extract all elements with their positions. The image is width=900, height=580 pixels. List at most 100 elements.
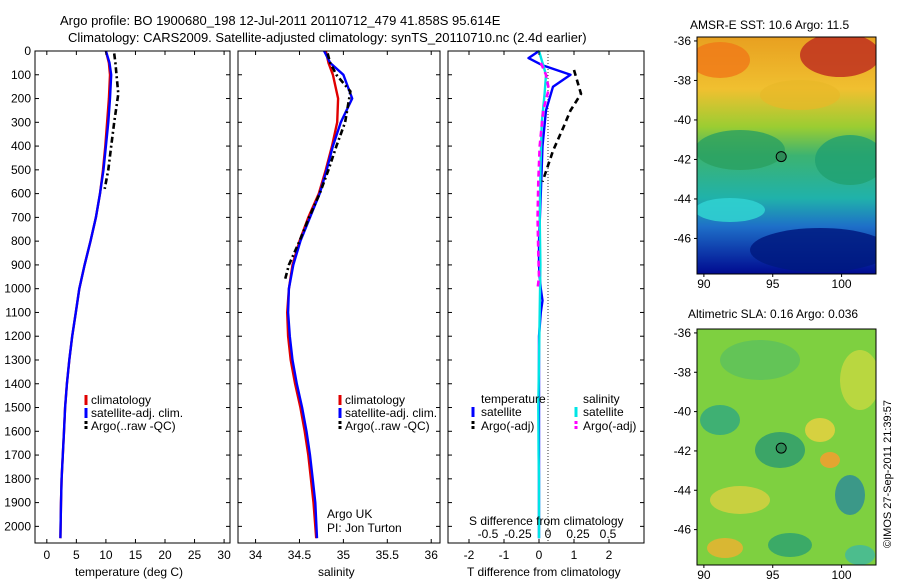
y-tick-label: 600	[11, 187, 31, 201]
y-tick-label: 1200	[4, 329, 31, 343]
x-tick-label: 35	[337, 548, 351, 562]
lat-tick-label: -38	[674, 73, 692, 87]
difference-panel: -2 -1 0 1 2 -0.5 -0.25 0 0.25 0.5 S difference fr…	[447, 50, 645, 579]
sst-map-panel: AMSR-E SST: 10.6 Argo: 11.5 -36 -38 -40 -42…	[674, 18, 877, 291]
y-tick-label: 400	[11, 139, 31, 153]
y-tick-label: 1300	[4, 353, 31, 367]
credit-org: Argo UK	[327, 507, 372, 521]
series-line-climatology	[59, 50, 112, 539]
x-tick-label: 36	[425, 548, 439, 562]
legend-label-argo: Argo(..raw -QC)	[91, 419, 176, 433]
x-tick-label: 34.5	[288, 548, 312, 562]
y-tick-label: 200	[11, 92, 31, 106]
legend-label-s-argo: Argo(-adj)	[583, 419, 636, 433]
lat-tick-label: -40	[674, 113, 692, 127]
lat-tick-label: -40	[674, 405, 692, 419]
series-line-argo-raw-qc	[103, 53, 120, 190]
salinity-legend: climatology satellite-adj. clim. Argo(..…	[338, 393, 437, 433]
legend-heading-temperature: temperature	[481, 392, 546, 406]
difference-legend: temperature salinity satellite Argo(-adj…	[471, 392, 636, 433]
y-tick-label: 0	[24, 44, 31, 58]
x-tick-label: -2	[464, 548, 475, 562]
y-tick-label: 1800	[4, 472, 31, 486]
s-tick-label: 0.25	[566, 527, 590, 541]
figure-title-line2: Climatology: CARS2009. Satellite-adjuste…	[68, 30, 587, 45]
lat-tick-label: -38	[674, 365, 692, 379]
legend-label-argo: Argo(..raw -QC)	[345, 419, 430, 433]
credit-pi: PI: Jon Turton	[327, 521, 402, 535]
y-tick-label: 1400	[4, 377, 31, 391]
sst-map-image	[697, 37, 876, 274]
x-tick-label: 0	[536, 548, 543, 562]
series-line-t-satellite	[527, 50, 572, 539]
y-tick-label: 1700	[4, 448, 31, 462]
argo-location-marker	[775, 442, 787, 454]
lat-tick-label: -36	[674, 326, 692, 340]
s-tick-label: -0.25	[504, 527, 532, 541]
salinity-axes-frame	[237, 50, 441, 544]
argo-location-marker	[775, 151, 787, 163]
salinity-xlabel: salinity	[318, 565, 355, 579]
temperature-axes-frame	[34, 50, 231, 544]
y-tick-label: 900	[11, 258, 31, 272]
series-line-climatology	[286, 50, 340, 539]
series-line-s-argo-adj	[536, 62, 551, 289]
y-tick-label: 300	[11, 115, 31, 129]
y-tick-label: 1900	[4, 496, 31, 510]
sla-map-image	[697, 329, 876, 565]
x-tick-label: -1	[499, 548, 510, 562]
s-difference-label: S difference from climatology	[469, 514, 624, 528]
y-tick-label: 1000	[4, 282, 31, 296]
legend-label-t-satellite: satellite	[481, 405, 522, 419]
series-line-t-argo-adj	[541, 69, 583, 183]
lat-tick-label: -44	[674, 483, 692, 497]
imos-timestamp: ©IMOS 27-Sep-2011 21:39:57	[882, 400, 894, 548]
lon-tick-label: 100	[832, 568, 852, 580]
series-line-satellite-adj-clim	[59, 50, 113, 539]
lon-tick-label: 95	[766, 277, 780, 291]
temperature-xlabel: temperature (deg C)	[75, 565, 183, 579]
lat-tick-label: -42	[674, 444, 692, 458]
lon-tick-label: 100	[832, 277, 852, 291]
temperature-legend: climatology satellite-adj. clim. Argo(..…	[84, 393, 183, 433]
x-tick-label: 34	[249, 548, 263, 562]
lon-tick-label: 90	[697, 277, 711, 291]
lon-tick-label: 90	[697, 568, 711, 580]
lat-tick-label: -46	[674, 523, 692, 537]
s-tick-label: 0	[545, 527, 552, 541]
legend-label-satellite: satellite-adj. clim.	[345, 406, 437, 420]
y-tick-label: 1500	[4, 401, 31, 415]
x-tick-label: 15	[129, 548, 143, 562]
y-tick-label: 800	[11, 234, 31, 248]
series-line-s-satellite	[537, 50, 548, 539]
lat-tick-label: -46	[674, 231, 692, 245]
x-tick-label: 30	[217, 548, 231, 562]
figure-title-line1: Argo profile: BO 1900680_198 12-Jul-2011…	[60, 13, 501, 28]
x-tick-label: 0	[43, 548, 50, 562]
legend-label-s-satellite: satellite	[583, 405, 624, 419]
x-tick-label: 20	[158, 548, 172, 562]
salinity-panel: 34 34.5 35 35.5 36 salinity climatology sate…	[237, 50, 441, 579]
sla-axes-frame	[696, 328, 877, 566]
y-tick-label: 100	[11, 68, 31, 82]
legend-label-t-argo: Argo(-adj)	[481, 419, 534, 433]
x-tick-label: 5	[73, 548, 80, 562]
s-tick-label: 0.5	[600, 527, 617, 541]
x-tick-label: 10	[99, 548, 113, 562]
y-tick-label: 2000	[4, 519, 31, 533]
y-tick-label: 1100	[5, 305, 31, 319]
x-tick-label: 1	[571, 548, 578, 562]
sst-map-title: AMSR-E SST: 10.6 Argo: 11.5	[690, 18, 850, 32]
difference-axes-frame	[447, 50, 645, 544]
x-tick-label: 2	[606, 548, 613, 562]
legend-heading-salinity: salinity	[583, 392, 620, 406]
x-tick-label: 35.5	[376, 548, 400, 562]
t-difference-xlabel: T difference from climatology	[467, 565, 621, 579]
temperature-panel: 0100200300400500600700800900100011001200…	[4, 44, 231, 579]
lat-tick-label: -44	[674, 192, 692, 206]
y-tick-label: 700	[11, 210, 31, 224]
x-tick-label: 25	[188, 548, 202, 562]
series-line-satellite-adj-clim	[286, 50, 354, 539]
lat-tick-label: -36	[674, 34, 692, 48]
